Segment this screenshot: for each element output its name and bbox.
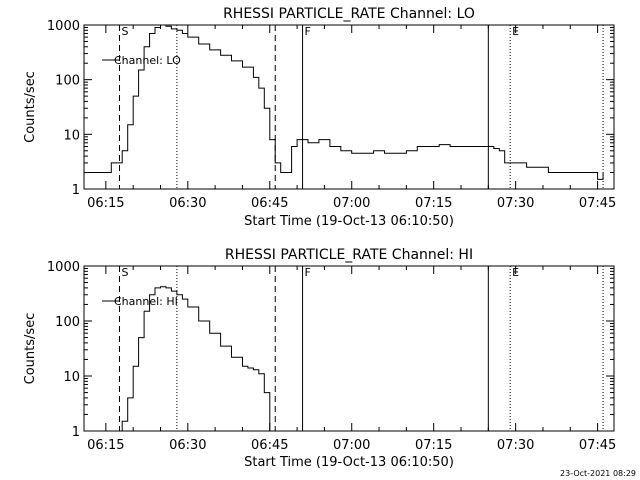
y-tick-label: 1000 xyxy=(47,260,80,275)
plot-frame xyxy=(83,265,615,432)
x-tick-label: 06:30 xyxy=(169,196,206,211)
x-axis-label: Start Time (19-Oct-13 06:10:50) xyxy=(244,214,454,229)
x-tick-label: 07:45 xyxy=(579,438,616,453)
x-tick-label: 06:15 xyxy=(87,196,124,211)
chart-title: RHESSI PARTICLE_RATE Channel: LO xyxy=(223,6,475,22)
series-line xyxy=(116,286,271,432)
x-tick-label: 06:45 xyxy=(251,196,288,211)
event-marker-label: F xyxy=(305,25,311,38)
y-tick-label: 10 xyxy=(63,128,80,143)
y-tick-label: 100 xyxy=(55,315,80,330)
x-tick-label: 07:30 xyxy=(497,438,534,453)
x-tick-label: 07:00 xyxy=(333,438,370,453)
x-tick-label: 07:30 xyxy=(497,196,534,211)
y-tick-label: 10 xyxy=(63,370,80,385)
chart-title: RHESSI PARTICLE_RATE Channel: HI xyxy=(225,247,473,263)
legend-label: Channel: LO xyxy=(114,54,181,67)
legend-label: Channel: HI xyxy=(114,295,178,308)
x-axis-label: Start Time (19-Oct-13 06:10:50) xyxy=(244,455,454,470)
footer-timestamp: 23-Oct-2021 08:29 xyxy=(560,469,636,478)
y-tick-label: 100 xyxy=(55,74,80,89)
event-marker-label: E xyxy=(512,266,519,279)
event-marker-label: E xyxy=(512,25,519,38)
event-marker-label: S xyxy=(122,25,129,38)
chart-panel-hi: RHESSI PARTICLE_RATE Channel: HI Start Ti… xyxy=(23,247,616,470)
x-tick-label: 07:15 xyxy=(415,196,452,211)
y-tick-label: 1 xyxy=(72,183,80,198)
x-tick-label: 06:45 xyxy=(251,438,288,453)
x-tick-label: 06:30 xyxy=(169,438,206,453)
event-marker-label: F xyxy=(305,266,311,279)
series-line xyxy=(84,24,604,180)
x-tick-label: 07:00 xyxy=(333,196,370,211)
x-tick-label: 07:45 xyxy=(579,196,616,211)
y-axis-label: Counts/sec xyxy=(23,313,38,385)
chart-panel-lo: RHESSI PARTICLE_RATE Channel: LO Start Ti… xyxy=(23,6,616,229)
y-axis-label: Counts/sec xyxy=(23,71,38,143)
event-marker-label: S xyxy=(122,266,129,279)
x-tick-label: 06:15 xyxy=(87,438,124,453)
y-tick-label: 1000 xyxy=(47,19,80,34)
plot-frame xyxy=(83,24,615,190)
y-tick-label: 1 xyxy=(72,425,80,440)
x-tick-label: 07:15 xyxy=(415,438,452,453)
